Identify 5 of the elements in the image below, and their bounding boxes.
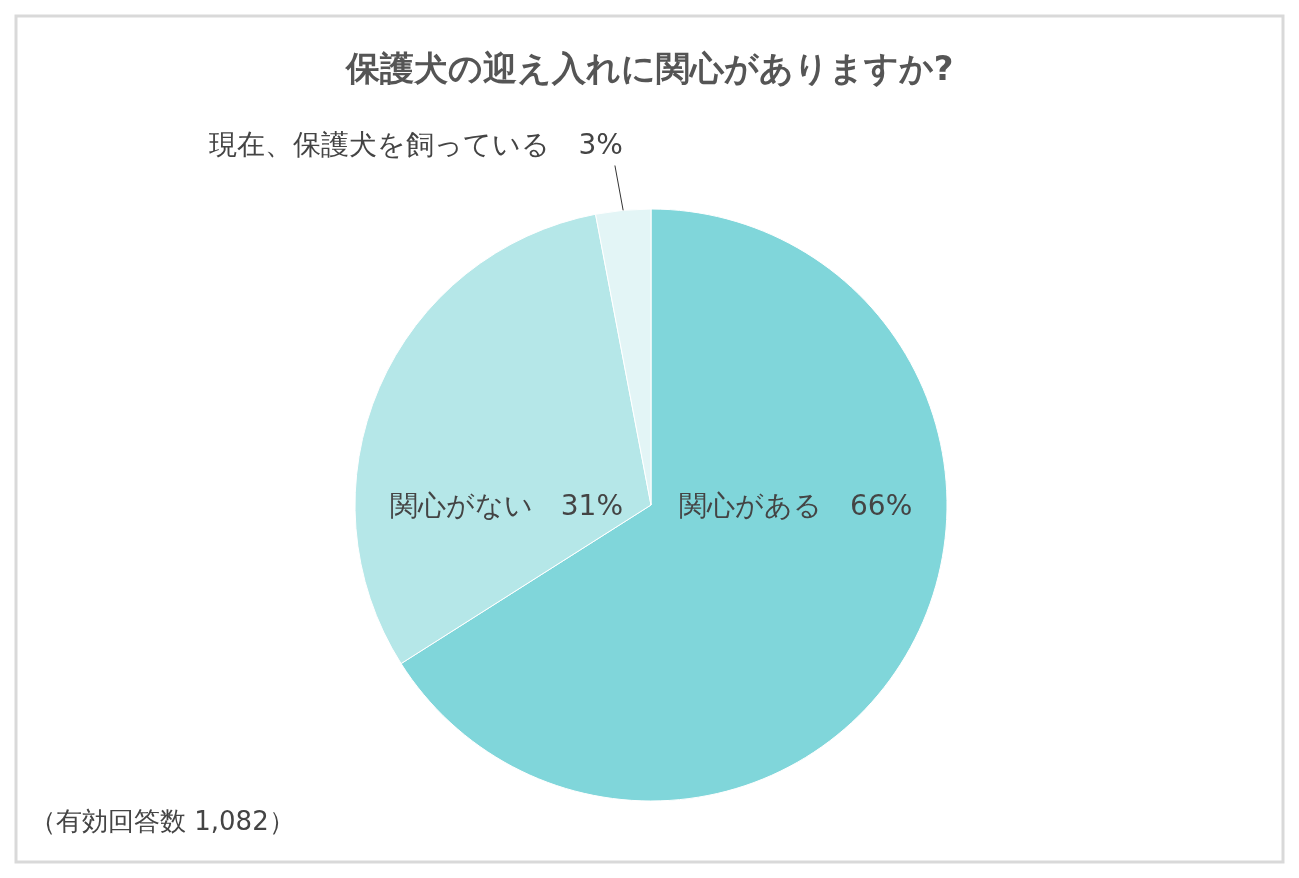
text: （有効回答数 1,082） (30, 806, 295, 836)
slice-label: 現在、保護犬を飼っている 3% (209, 127, 623, 161)
slice-label: 関心がある 66% (679, 489, 913, 522)
chart-title: 保護犬の迎え入れに関心がありますか? (343, 48, 954, 88)
slice-label: 関心がない 31% (389, 489, 623, 522)
